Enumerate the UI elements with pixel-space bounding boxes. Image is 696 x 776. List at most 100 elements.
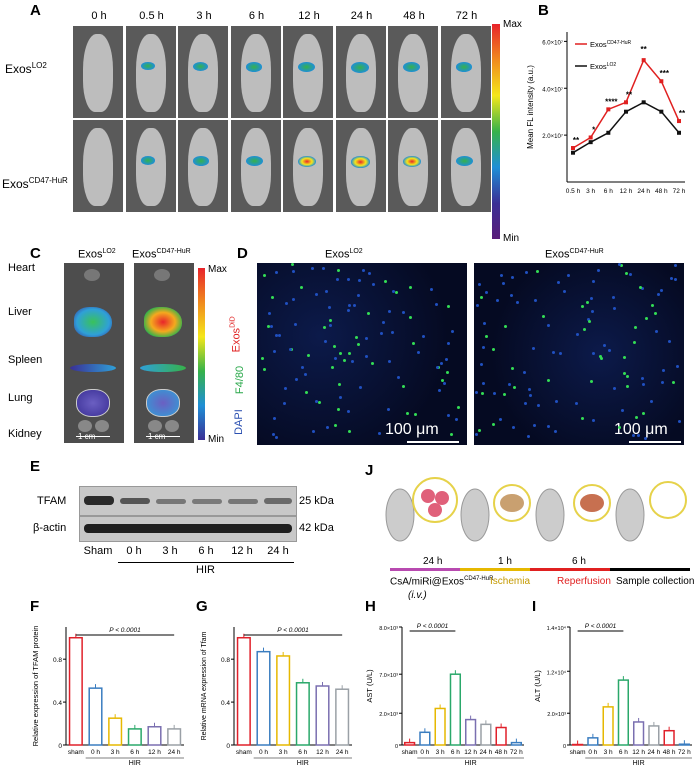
b-point-1-0 [571, 150, 575, 155]
bar-3h [434, 707, 446, 746]
mouse-image-row2-6 [388, 120, 438, 212]
scale-bar-label: 1 cm [465, 222, 483, 231]
lane-label-1: 0 h [126, 545, 142, 557]
bar-24h [480, 723, 492, 746]
chart-b: 2.0×10⁷ 4.0×10⁷ 6.0×10⁷ 0.5 h 3 h 6 h 12 h 24 h… [526, 32, 686, 195]
b-point-0-0 [571, 146, 575, 151]
mouse-image-row1-2 [178, 26, 228, 118]
timepoint-5: 24 h [350, 10, 373, 22]
y-axis-label: ALT (U/L) [533, 670, 542, 702]
organ-label-liver: Liver [8, 306, 32, 318]
ytick-label: 2.0×10³ [379, 712, 398, 718]
bar-48h [663, 729, 675, 746]
panel-c-col1: ExosLO2 [78, 248, 116, 261]
ytick-label: 8.0×10³ [379, 626, 398, 632]
panel-label-h: H [365, 598, 376, 615]
bar-12h [147, 726, 162, 746]
pvalue-label: P < 0.0001 [277, 627, 309, 634]
xtick-label: 0 h [588, 749, 597, 756]
label-reperfusion: Reperfusion [557, 576, 611, 587]
b-point-0-4 [641, 58, 646, 63]
ytick-label: 0.8 [221, 657, 230, 664]
b-xtick-label: 3 h [586, 188, 595, 195]
b-point-1-5 [659, 109, 664, 114]
b-point-1-3 [624, 109, 628, 114]
bar-0h [256, 650, 271, 746]
bar-0h [587, 737, 599, 746]
timeline-1h: 1 h [498, 556, 512, 567]
d-title-left: ExosLO2 [325, 248, 363, 261]
mouse-image-row1-4 [283, 26, 333, 118]
group-label: HIR [129, 760, 141, 767]
b-sig-4: ** [641, 45, 648, 54]
ytick-label: 2.0×10³ [547, 712, 566, 718]
bar-3h [276, 655, 291, 746]
group-label: HIR [297, 760, 309, 767]
organ-label-kidney: Kidney [8, 428, 42, 440]
timepoint-4: 12 h [298, 10, 320, 22]
y-axis-label: AST (U/L) [365, 669, 374, 703]
b-xtick-label: 12 h [620, 188, 633, 195]
xtick-label: 6 h [619, 749, 628, 756]
ytick-label: 1.4×10⁴ [547, 625, 567, 632]
b-point-0-1 [588, 135, 593, 140]
xtick-label: 24 h [168, 749, 181, 756]
xtick-label: 12 h [316, 749, 329, 756]
group-label: HIR [633, 760, 645, 767]
fluorescence-image-cd47: 100 μm [474, 263, 684, 445]
b-sig-5: *** [660, 69, 670, 78]
label-ischemia: Ischemia [490, 576, 531, 587]
bar-sham [403, 741, 416, 746]
mouse-image-row1-0 [73, 26, 123, 118]
bar-3h [108, 717, 123, 746]
b-sig-3: ** [626, 90, 633, 99]
bar-3h [602, 706, 614, 746]
bar-6h [449, 673, 462, 746]
bar-48h [495, 726, 507, 746]
ytick-label: 0 [226, 743, 230, 750]
colorbar-max: Max [503, 19, 522, 30]
ytick-label: 0.4 [53, 700, 62, 707]
b-xtick-label: 72 h [673, 188, 686, 195]
xtick-label: sham [402, 749, 418, 756]
xtick-label: 12 h [464, 749, 477, 756]
mouse-image-row2-0 [73, 120, 123, 212]
chart-f: 0 0.4 0.8 sham 0 h 3 h 6 h 12 h 24 h HIR P < 0.000… [31, 626, 184, 767]
bar-24h [648, 725, 660, 746]
b-point-0-3 [624, 100, 628, 105]
intensity-colorbar [492, 24, 500, 239]
xtick-label: 48 h [495, 749, 508, 756]
ytick-label: 0 [58, 743, 62, 750]
kda-42: 42 kDa [299, 522, 334, 534]
ytick-label: 7.0×10³ [379, 673, 398, 679]
kda-25: 25 kDa [299, 495, 334, 507]
blot-label-tfam: TFAM [37, 495, 67, 507]
panel-c-col2: ExosCD47-HuR [132, 248, 191, 261]
blot-label-actin: β-actin [33, 522, 67, 534]
timeline-6h: 6 h [572, 556, 586, 567]
lane-label-0: Sham [83, 545, 113, 557]
xtick-label: 48 h [663, 749, 676, 756]
mouse-image-row2-7 [440, 120, 491, 212]
row-label-lo2: ExosLO2 [5, 61, 47, 76]
panel-label-f: F [30, 598, 40, 615]
xtick-label: 12 h [148, 749, 161, 756]
lane-label-4: 12 h [231, 545, 253, 557]
bar-12h [464, 718, 477, 746]
bar-12h [315, 685, 330, 746]
b-point-0-5 [659, 79, 664, 84]
xtick-label: 3 h [111, 749, 120, 756]
xtick-label: 24 h [480, 749, 493, 756]
blot-actin [79, 516, 297, 542]
organ-label-spleen: Spleen [8, 354, 43, 366]
timepoint-2: 3 h [196, 10, 212, 22]
blot-tfam [79, 486, 297, 516]
experiment-timeline [385, 477, 690, 571]
bar-sham [236, 636, 251, 746]
d-title-right: ExosCD47-HuR [545, 248, 604, 261]
b-point-0-2 [606, 107, 611, 112]
xtick-label: 72 h [678, 749, 691, 756]
bar-6h [127, 728, 142, 746]
b-ytick-label: 2.0×10⁷ [542, 133, 563, 140]
b-xtick-label: 6 h [604, 188, 613, 195]
